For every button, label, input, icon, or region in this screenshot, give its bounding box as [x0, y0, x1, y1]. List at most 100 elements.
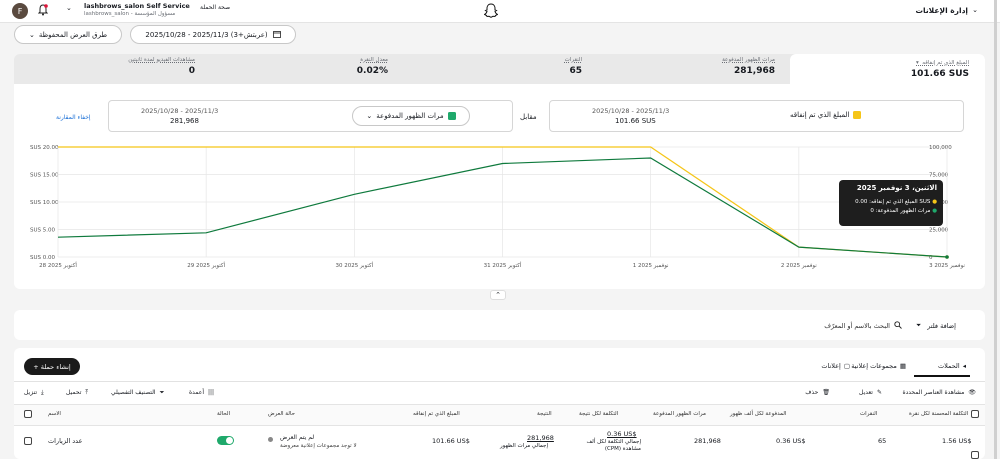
compare-primary-box[interactable] [549, 100, 964, 132]
table-header [14, 404, 985, 426]
megaphone-icon: ◂ [962, 362, 966, 370]
notification-bell-icon[interactable] [37, 4, 49, 18]
column-header-cost-per-result[interactable]: التكلفة لكل نتيجة [579, 411, 619, 417]
view-selected-button[interactable]: مشاهدة العناصر المحددة 👁 [902, 389, 976, 396]
table-card [14, 348, 985, 459]
trash-icon: 🗑 [822, 389, 830, 396]
row-checkbox[interactable] [24, 437, 32, 445]
x-tick-label: 2 نوفمبر 2025 [781, 263, 817, 269]
delivery-status-sub: لا توجد مجموعات إعلانية معروضة [280, 443, 357, 449]
columns-icon: ||| [208, 389, 215, 396]
columns-button[interactable]: أعمدة ||| [189, 389, 215, 396]
campaign-health-link[interactable]: صحة الحملة [200, 4, 231, 11]
upload-button[interactable]: تحميل ⤒ [66, 389, 89, 396]
versus-label: مقابل [520, 113, 537, 121]
impressions-value: 281,968 [694, 437, 721, 445]
y-left-tick-label: SUS 10.00 [30, 200, 59, 206]
grid-icon: ▦ [899, 362, 906, 370]
ecpm-value: 0.36 US$ [776, 437, 806, 445]
x-tick-label: 28 أكتوبر 2025 [39, 261, 77, 269]
column-header-ecpm[interactable]: المدفوعة لكل ألف ظهور [730, 411, 787, 417]
y-left-tick-label: SUS 0.00 [30, 255, 56, 261]
metric-tab-impressions[interactable]: مرات الظهور المدفوعة 281,968 [722, 57, 775, 76]
data-point [945, 255, 949, 259]
column-header-ecpc[interactable]: التكلفة المحسنة لكل نقرة [909, 411, 969, 417]
metric-tab-ctr[interactable]: معدل النقرة 0.02% [356, 57, 388, 76]
y-right-tick-label: 75,000 [929, 173, 949, 179]
column-header-name[interactable]: الاسم [48, 411, 61, 417]
metric-tab-clicks[interactable]: النقرات 65 [564, 57, 582, 76]
upload-icon: ⤒ [85, 389, 89, 396]
tab-ads[interactable]: إعلانات ▢ [821, 362, 850, 370]
business-sub: lashbrows_salon - مسؤول المؤسسة [84, 11, 176, 17]
chevron-down-icon[interactable]: ⌄ [66, 4, 72, 12]
y-left-tick-label: SUS 5.00 [30, 228, 56, 234]
series-line-1 [57, 157, 948, 258]
calendar-icon [272, 30, 281, 40]
metric-tab-video-views[interactable]: مشاهدات الفيديو لمدة ثانيتين 0 [128, 57, 195, 76]
x-tick-label: 1 نوفمبر 2025 [633, 263, 669, 269]
select-all-checkbox[interactable] [971, 410, 979, 418]
x-tick-label: 29 أكتوبر 2025 [187, 261, 225, 269]
campaign-name[interactable]: عدد الزيارات [48, 437, 83, 445]
filter-bar [14, 310, 985, 340]
status-toggle[interactable] [217, 436, 234, 445]
y-right-tick-label: 0 [929, 255, 933, 261]
compare-primary-range: 2025/10/28 - 2025/11/3 [592, 107, 670, 115]
compare-secondary-range: 2025/10/28 - 2025/11/3 [141, 107, 219, 115]
date-range-picker[interactable]: 2025/10/28 - 2025/11/3 (عربتش+3) [130, 25, 296, 44]
column-header-impressions[interactable]: مرات الظهور المدفوعة [653, 411, 706, 417]
select-all-checkbox[interactable] [24, 410, 32, 418]
row-checkbox[interactable] [971, 451, 979, 459]
x-tick-label: 3 نوفمبر 2025 [929, 263, 965, 269]
collapse-chart-button[interactable]: ⌃ [490, 290, 506, 300]
breakdown-button[interactable]: التصنيف التفصيلي ⏷ [111, 389, 165, 396]
chevron-down-icon[interactable]: ⌄ [972, 6, 978, 14]
yellow-swatch-icon [853, 111, 862, 119]
column-header-delivery[interactable]: حالة العرض [268, 411, 295, 417]
column-header-clicks[interactable]: النقرات [860, 411, 878, 417]
download-icon: ⤓ [41, 389, 44, 396]
tab-campaigns[interactable]: الحملات ◂ [937, 362, 966, 370]
chart-tooltip: الاثنين، 3 نوفمبر 2025 المبلغ الذي تم إن… [839, 180, 943, 226]
cost-per-result-label: إجمالي التكلفة لكل ألف (CPM) مشاهدة [586, 439, 641, 452]
metric-tab-spend[interactable]: ▾ المبلغ الذي تم إنفاقه 101.66 SUS [790, 54, 985, 86]
column-header-spend[interactable]: المبلغ الذي تم إنفاقه [413, 411, 460, 417]
compare-primary-value: 101.66 SUS [615, 117, 656, 125]
download-button[interactable]: تنزيل ⤓ [24, 389, 44, 396]
column-header-status[interactable]: الحالة [217, 411, 231, 417]
y-left-tick-label: SUS 15.00 [30, 173, 59, 179]
eye-icon: 👁 [968, 389, 976, 396]
business-name[interactable]: lashbrows_salon Self Service [84, 2, 190, 10]
column-header-result[interactable]: النتيجة [537, 411, 552, 417]
chevron-down-icon: ⌄ [28, 30, 35, 39]
compare-metric-dropdown[interactable]: ⌄ مرات الظهور المدفوعة [352, 106, 470, 126]
hide-compare-link[interactable]: إخفاء المقارنة [56, 114, 91, 121]
ecpc-value: 1.56 US$ [942, 437, 972, 445]
search-input[interactable]: البحث بالاسم أو المعرّف [824, 321, 902, 331]
compare-primary-label: المبلغ الذي تم إنفاقه [790, 111, 862, 119]
cost-per-result-value[interactable]: 0.36 US$ [607, 430, 637, 438]
avatar[interactable]: F [12, 3, 28, 19]
create-campaign-button[interactable]: + إنشاء حملة [24, 358, 80, 375]
search-icon [894, 321, 902, 331]
delivery-status: لم يتم العرض [280, 434, 315, 441]
add-filter-button[interactable]: ⏷ إضافة فلتر [916, 321, 956, 330]
active-tab-underline [914, 375, 970, 377]
divider [14, 381, 985, 382]
top-bar: F ⌄ lashbrows_salon Self Service lashbro… [0, 0, 1000, 23]
snapchat-ghost-icon[interactable] [483, 3, 499, 20]
delivery-status-dot [268, 437, 273, 442]
compare-secondary-value: 281,968 [170, 117, 199, 125]
result-label: إجمالي مرات الظهور [500, 443, 548, 449]
edit-button[interactable]: تعديل ✎ [859, 389, 882, 396]
scrollbar[interactable] [994, 0, 997, 459]
tab-ad-squads[interactable]: مجموعات إعلانية ▦ [851, 362, 906, 370]
saved-views-dropdown[interactable]: ⌄ طرق العرض المحفوظة [14, 25, 122, 44]
y-left-tick-label: SUS 20.00 [30, 145, 59, 151]
result-value[interactable]: 281,968 [527, 434, 554, 442]
delete-button[interactable]: حذف 🗑 [805, 389, 830, 396]
clicks-value: 65 [878, 437, 887, 445]
filter-icon: ⏷ [916, 321, 922, 329]
